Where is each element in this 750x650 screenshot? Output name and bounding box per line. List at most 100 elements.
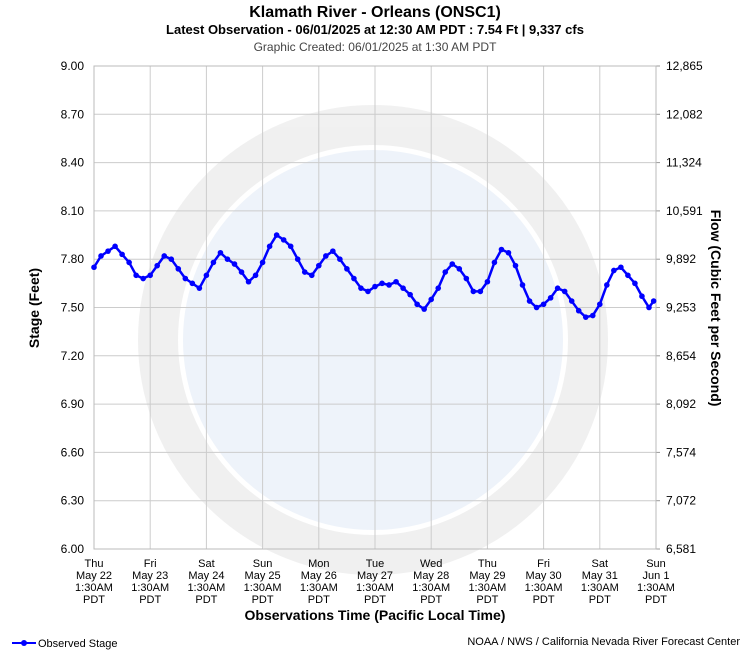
data-point bbox=[582, 314, 589, 320]
x-tick-label: Wed bbox=[420, 558, 442, 570]
y-tick-label: 6.60 bbox=[61, 445, 85, 459]
data-point bbox=[133, 272, 139, 279]
chart-subtitle: Latest Observation - 06/01/2025 at 12:30… bbox=[166, 22, 584, 37]
y2-tick-label: 9,253 bbox=[666, 301, 696, 315]
data-point bbox=[203, 272, 210, 279]
x-tick-label: PDT bbox=[195, 594, 217, 606]
x-tick-label: PDT bbox=[83, 594, 105, 606]
y2-tick-label: 8,654 bbox=[666, 349, 696, 363]
y2-tick-label: 8,092 bbox=[666, 397, 696, 411]
x-tick-label: 1:30AM bbox=[300, 582, 338, 594]
y-tick-label: 9.00 bbox=[61, 59, 85, 73]
data-point bbox=[287, 243, 294, 250]
x-tick-label: May 27 bbox=[357, 570, 393, 582]
x-tick-label: 1:30AM bbox=[581, 582, 619, 594]
x-tick-label: PDT bbox=[364, 594, 386, 606]
data-point bbox=[91, 264, 97, 271]
data-point bbox=[217, 249, 224, 256]
x-tick-label: May 25 bbox=[245, 570, 281, 582]
watermark-disc bbox=[183, 150, 563, 530]
data-point bbox=[646, 304, 652, 311]
data-point bbox=[421, 306, 427, 312]
y2-axis-label: Flow (Cubic Feet per Second) bbox=[708, 210, 724, 407]
x-tick-label: May 31 bbox=[582, 570, 618, 582]
data-point bbox=[650, 298, 657, 304]
y-axis-label: Stage (Feet) bbox=[26, 268, 42, 348]
x-tick-label: Sat bbox=[592, 558, 609, 570]
data-point bbox=[294, 256, 301, 263]
data-point bbox=[168, 256, 175, 263]
x-tick-label: Thu bbox=[478, 558, 497, 570]
data-point bbox=[484, 278, 491, 285]
data-point bbox=[639, 293, 645, 300]
data-point bbox=[238, 269, 245, 275]
x-tick-label: 1:30AM bbox=[75, 582, 113, 594]
x-tick-label: PDT bbox=[589, 594, 611, 606]
data-point bbox=[344, 266, 350, 272]
y-tick-label: 6.00 bbox=[61, 542, 85, 556]
x-tick-label: Sun bbox=[646, 558, 666, 570]
data-point bbox=[224, 256, 231, 263]
x-tick-label: Fri bbox=[537, 558, 550, 570]
data-point bbox=[154, 262, 161, 269]
y2-tick-label: 11,324 bbox=[666, 156, 702, 170]
data-point bbox=[161, 253, 168, 259]
data-point bbox=[491, 259, 498, 266]
data-point bbox=[463, 275, 470, 282]
x-tick-label: May 24 bbox=[188, 570, 224, 582]
y-tick-label: 8.40 bbox=[61, 156, 85, 170]
data-point bbox=[533, 304, 540, 311]
x-tick-label: May 30 bbox=[526, 570, 562, 582]
legend-label: Observed Stage bbox=[38, 638, 118, 650]
data-point bbox=[512, 262, 519, 269]
y-tick-label: 6.30 bbox=[61, 494, 85, 508]
plot-frame bbox=[93, 65, 657, 550]
x-tick-label: Jun 1 bbox=[643, 570, 670, 582]
data-point bbox=[323, 253, 329, 259]
x-tick-label: PDT bbox=[308, 594, 330, 606]
data-point bbox=[365, 288, 371, 295]
data-point bbox=[498, 246, 505, 253]
data-point bbox=[316, 262, 322, 269]
legend-marker bbox=[21, 640, 27, 646]
data-point bbox=[308, 272, 315, 279]
data-point bbox=[231, 261, 238, 267]
data-point bbox=[470, 288, 477, 295]
data-point bbox=[330, 248, 336, 254]
x-tick-label: Sat bbox=[198, 558, 215, 570]
x-tick-label: 1:30AM bbox=[131, 582, 169, 594]
x-tick-label: Thu bbox=[85, 558, 104, 570]
data-point bbox=[252, 272, 259, 279]
data-point bbox=[400, 285, 406, 291]
data-point bbox=[386, 282, 392, 288]
data-point bbox=[456, 266, 463, 272]
x-tick-label: May 28 bbox=[413, 570, 449, 582]
data-point bbox=[379, 280, 385, 287]
x-tick-label: 1:30AM bbox=[412, 582, 450, 594]
y-tick-label: 7.50 bbox=[61, 301, 85, 315]
y-tick-label: 8.10 bbox=[61, 204, 85, 218]
data-point bbox=[632, 280, 638, 287]
chart-title: Klamath River - Orleans (ONSC1) bbox=[249, 4, 501, 21]
data-point bbox=[140, 275, 146, 282]
data-point bbox=[477, 288, 484, 295]
x-tick-label: PDT bbox=[139, 594, 161, 606]
data-point bbox=[301, 269, 308, 275]
data-point bbox=[519, 282, 526, 288]
data-point bbox=[428, 296, 435, 303]
x-tick-label: 1:30AM bbox=[244, 582, 282, 594]
data-point bbox=[105, 248, 111, 254]
x-tick-label: PDT bbox=[533, 594, 555, 606]
data-point bbox=[449, 261, 456, 267]
data-point bbox=[618, 264, 624, 271]
y2-tick-label: 7,574 bbox=[666, 445, 696, 459]
x-tick-label: 1:30AM bbox=[525, 582, 563, 594]
chart-note: Graphic Created: 06/01/2025 at 1:30 AM P… bbox=[254, 40, 497, 54]
x-tick-label: Fri bbox=[144, 558, 157, 570]
data-point bbox=[372, 283, 378, 290]
data-point bbox=[259, 259, 266, 266]
data-point bbox=[358, 285, 364, 291]
x-tick-label: May 23 bbox=[132, 570, 168, 582]
watermark bbox=[138, 105, 608, 575]
